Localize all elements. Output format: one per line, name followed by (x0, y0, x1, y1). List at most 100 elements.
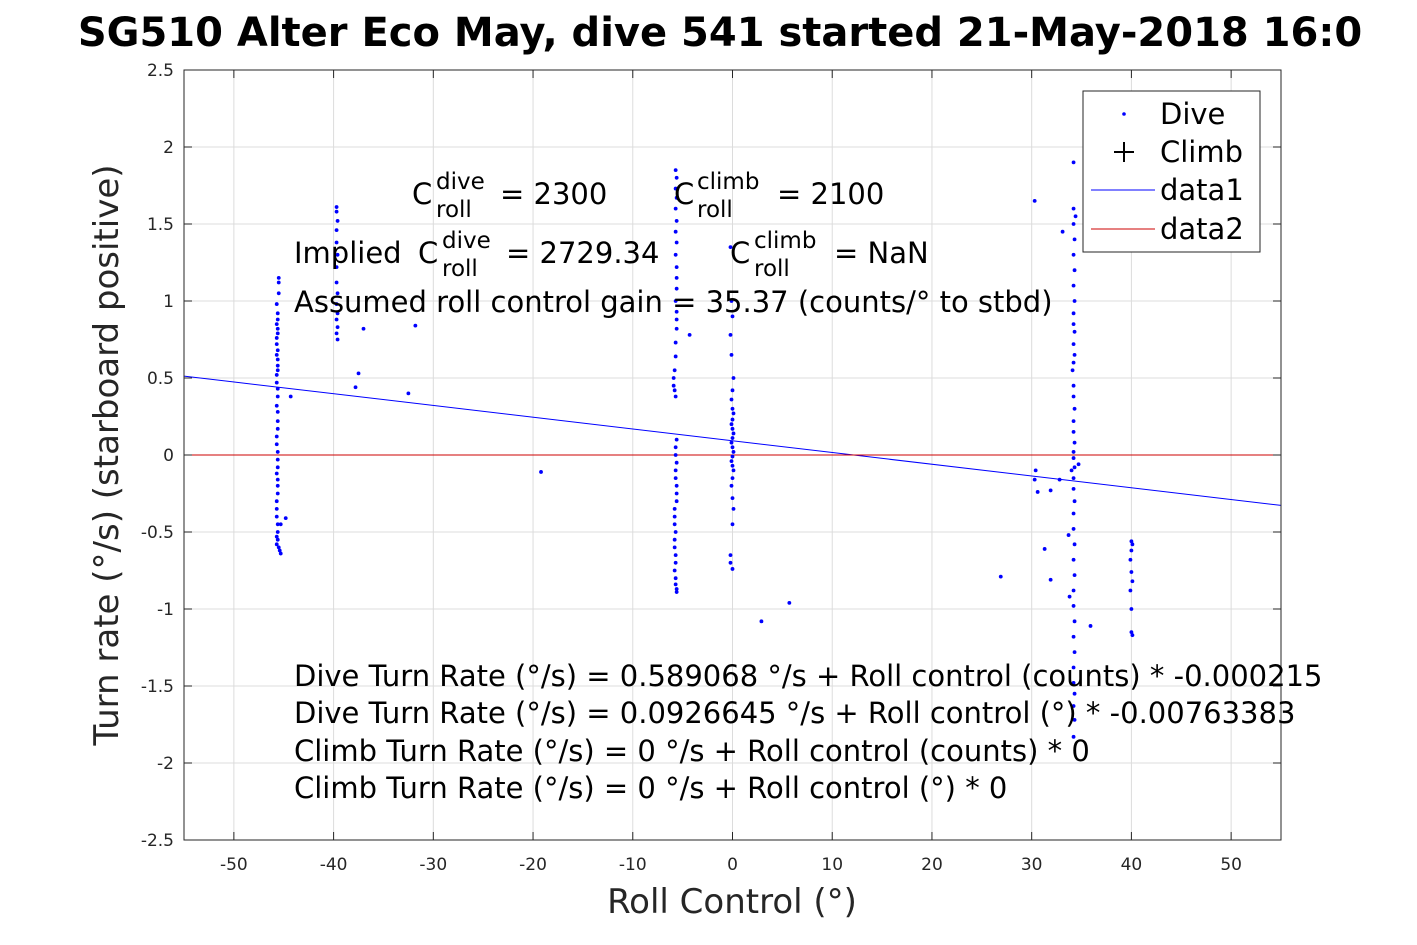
point-dive (1071, 450, 1076, 454)
x-tick-label: 10 (821, 855, 843, 875)
point-dive (1071, 430, 1076, 434)
point-dive (275, 483, 280, 488)
point-dive (1129, 548, 1134, 553)
point-dive (274, 499, 279, 504)
point-dive (729, 440, 734, 445)
point-dive (1129, 539, 1134, 544)
point-dive (275, 331, 280, 336)
point-dive (1069, 468, 1074, 473)
y-tick-label: 1 (163, 292, 174, 312)
point-dive (274, 302, 279, 306)
point-dive (1057, 477, 1062, 482)
point-dive (1071, 604, 1076, 608)
point-dive (1072, 650, 1077, 655)
c-roll-dive-sub: roll (436, 197, 472, 223)
point-dive (728, 553, 733, 557)
point-dive (274, 507, 279, 511)
point-dive (730, 454, 735, 459)
point-dive (276, 291, 281, 296)
point-dive (1072, 717, 1077, 722)
point-dive (673, 340, 678, 345)
point-dive (1072, 353, 1077, 357)
point-dive (674, 286, 679, 291)
c-roll-climb-annotation: C climb roll = 2100 (674, 169, 884, 223)
point-dive (674, 590, 679, 594)
point-dive (729, 483, 734, 488)
point-dive (283, 516, 288, 521)
point-dive (275, 386, 280, 391)
point-dive (1071, 419, 1076, 424)
point-dive (1072, 465, 1077, 470)
point-dive (1071, 252, 1076, 257)
point-dive (334, 302, 339, 306)
c-roll-dive-value: = 2300 (500, 177, 607, 211)
point-dive (1070, 368, 1075, 373)
implied-dive-sub: roll (442, 256, 478, 282)
point-dive (730, 463, 735, 468)
point-dive (1071, 394, 1076, 399)
point-dive (276, 545, 281, 550)
point-dive (274, 353, 279, 357)
point-dive (1071, 734, 1076, 739)
point-dive (1128, 557, 1133, 562)
point-dive (1071, 486, 1076, 491)
point-dive (278, 551, 283, 556)
legend-data1-label: data1 (1160, 173, 1244, 207)
point-dive (1071, 634, 1076, 639)
y-tick-label: 2.5 (147, 61, 174, 81)
point-dive (729, 353, 734, 357)
point-dive (759, 619, 764, 624)
point-dive (787, 600, 792, 605)
point-dive (274, 514, 279, 519)
legend-data2-label: data2 (1160, 212, 1244, 246)
point-dive (1072, 499, 1077, 504)
point-dive (729, 459, 734, 464)
point-dive (1071, 681, 1076, 685)
point-dive (275, 311, 280, 316)
point-dive (1071, 283, 1076, 288)
c-roll-dive-sup: dive (436, 169, 485, 195)
point-dive (673, 553, 678, 557)
point-dive (275, 477, 280, 482)
point-dive (672, 514, 677, 519)
point-dive (1060, 229, 1065, 234)
point-dive (1129, 630, 1134, 634)
point-dive (1076, 462, 1081, 467)
point-dive (1071, 383, 1076, 388)
x-tick-label: 20 (921, 855, 943, 875)
x-tick-label: 50 (1220, 855, 1242, 875)
point-dive (672, 568, 677, 573)
point-dive (674, 265, 679, 270)
point-dive (1071, 360, 1076, 365)
point-dive (1071, 222, 1076, 226)
equation-line-4: Climb Turn Rate (°/s) = 0 °/s + Roll con… (294, 771, 1007, 805)
implied-climb-sub: roll (754, 256, 790, 282)
point-dive (334, 331, 339, 336)
point-dive (1032, 199, 1037, 203)
point-dive (275, 426, 280, 431)
point-dive (334, 317, 339, 322)
point-dive (334, 228, 339, 233)
point-dive (672, 522, 677, 527)
point-dive (728, 560, 733, 565)
point-dive (672, 507, 677, 511)
point-dive (731, 411, 736, 416)
point-dive (730, 388, 735, 393)
point-dive (674, 491, 679, 496)
equation-line-1: Dive Turn Rate (°/s) = 0.589068 °/s + Ro… (294, 659, 1322, 693)
dive-points (274, 160, 1135, 739)
x-axis-ticks: -50 -40 -30 -20 -10 0 10 20 30 40 50 (220, 70, 1242, 875)
point-dive (671, 383, 676, 388)
y-tick-label: -1 (157, 600, 174, 620)
series-line-data1 (183, 375, 1282, 506)
point-dive (1071, 665, 1076, 670)
point-dive (275, 394, 280, 399)
point-dive (673, 576, 678, 581)
point-dive (687, 332, 692, 337)
point-dive (1071, 557, 1076, 562)
point-dive (276, 280, 281, 285)
point-dive (413, 323, 418, 328)
y-axis-label: Turn rate (°/s) (starboard positive) (87, 164, 127, 746)
point-dive (674, 326, 679, 331)
point-dive (1129, 607, 1134, 611)
